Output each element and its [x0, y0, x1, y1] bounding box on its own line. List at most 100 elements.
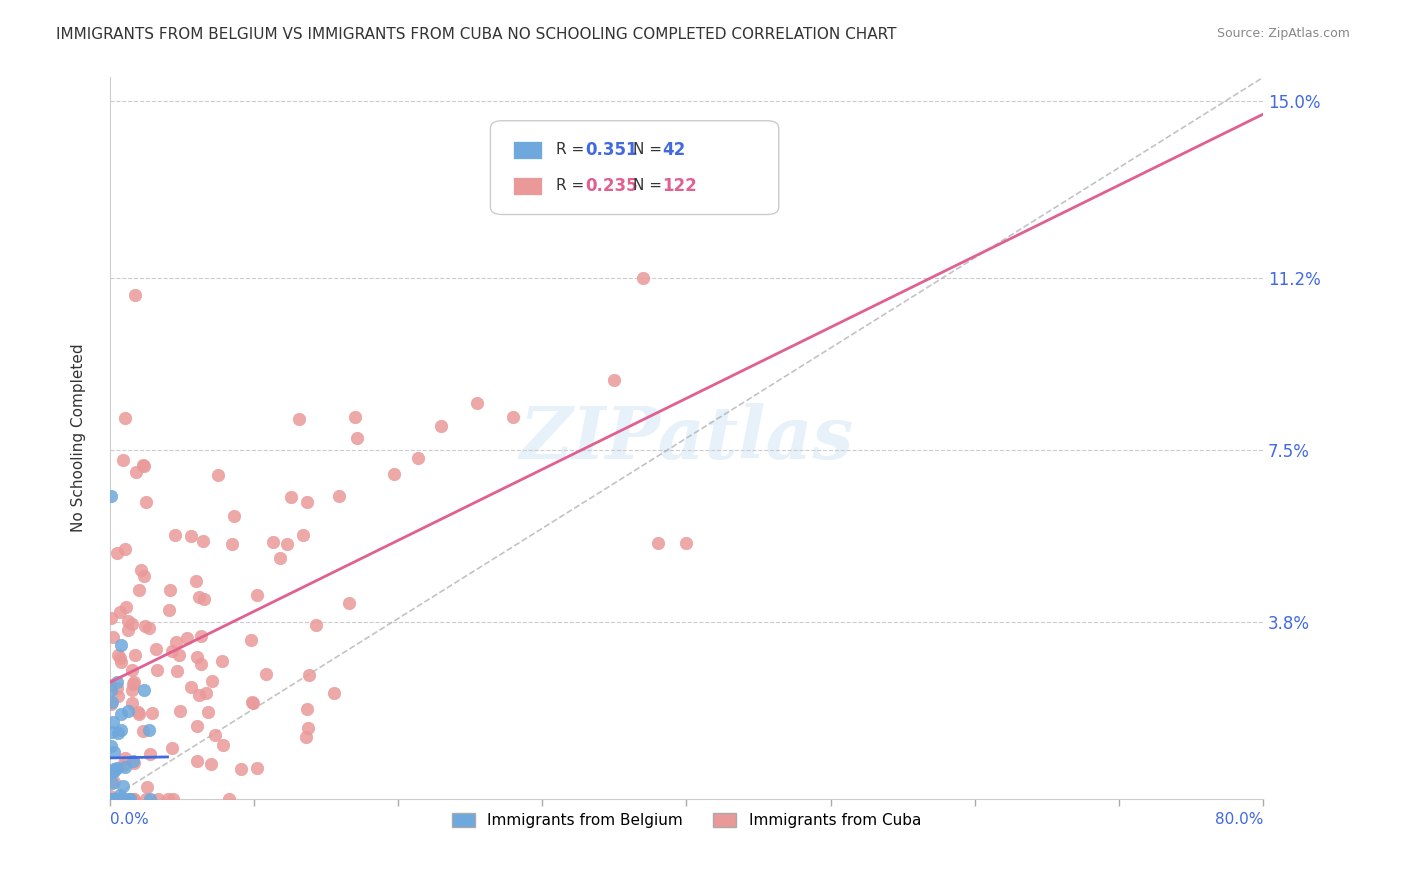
Point	[103, 764, 125, 779]
Point	[101, 792, 124, 806]
Point	[110, 638, 132, 652]
Point	[100, 697, 122, 711]
FancyBboxPatch shape	[513, 141, 543, 159]
Point	[160, 644, 183, 658]
Point	[631, 270, 654, 285]
Point	[343, 410, 366, 425]
Point	[186, 718, 208, 732]
Point	[120, 792, 142, 806]
Point	[122, 754, 145, 768]
Point	[100, 792, 122, 806]
Point	[201, 673, 224, 688]
Point	[145, 641, 167, 656]
Point	[112, 792, 135, 806]
Point	[187, 688, 209, 702]
Point	[98, 792, 121, 806]
Text: 0.0%: 0.0%	[110, 812, 149, 827]
Point	[108, 605, 131, 619]
Point	[135, 495, 157, 509]
Point	[110, 655, 132, 669]
Point	[103, 792, 125, 806]
Point	[127, 705, 149, 719]
Point	[346, 431, 368, 445]
Point	[191, 534, 214, 549]
Point	[101, 630, 124, 644]
Point	[100, 610, 122, 624]
Point	[105, 761, 128, 775]
Point	[100, 739, 122, 754]
Point	[430, 419, 453, 434]
Point	[276, 537, 298, 551]
Point	[328, 490, 350, 504]
Point	[246, 588, 269, 602]
Text: IMMIGRANTS FROM BELGIUM VS IMMIGRANTS FROM CUBA NO SCHOOLING COMPLETED CORRELATI: IMMIGRANTS FROM BELGIUM VS IMMIGRANTS FR…	[56, 27, 897, 42]
Point	[195, 686, 218, 700]
Point	[197, 705, 219, 719]
Text: 0.351: 0.351	[585, 141, 637, 159]
Y-axis label: No Schooling Completed: No Schooling Completed	[72, 343, 86, 533]
Point	[103, 762, 125, 776]
Point	[297, 721, 319, 735]
Point	[107, 648, 129, 662]
Text: Source: ZipAtlas.com: Source: ZipAtlas.com	[1216, 27, 1350, 40]
Point	[156, 792, 179, 806]
Point	[190, 657, 212, 671]
Point	[465, 396, 488, 410]
Text: N =: N =	[634, 142, 668, 157]
Point	[176, 631, 198, 645]
Point	[103, 775, 125, 789]
Point	[169, 704, 191, 718]
Point	[117, 623, 139, 637]
Point	[132, 458, 155, 472]
Point	[117, 704, 139, 718]
Point	[134, 619, 156, 633]
Point	[100, 792, 122, 806]
Point	[179, 529, 201, 543]
Point	[135, 792, 157, 806]
Point	[211, 654, 233, 668]
Point	[117, 615, 139, 629]
Point	[200, 757, 222, 772]
Point	[239, 632, 262, 647]
Point	[188, 591, 211, 605]
Point	[186, 754, 208, 768]
Point	[100, 789, 122, 803]
Point	[139, 792, 162, 806]
Point	[675, 536, 697, 550]
Point	[240, 695, 263, 709]
Point	[122, 675, 145, 690]
Point	[193, 591, 215, 606]
Point	[246, 761, 269, 775]
Point	[603, 373, 626, 387]
Point	[298, 667, 321, 681]
Point	[141, 706, 163, 721]
Point	[114, 410, 136, 425]
Point	[107, 725, 129, 739]
Point	[222, 508, 245, 523]
Point	[146, 792, 169, 806]
Point	[115, 599, 138, 614]
Point	[136, 780, 159, 794]
Point	[186, 650, 208, 665]
Point	[124, 465, 146, 479]
Point	[337, 596, 360, 610]
Point	[114, 760, 136, 774]
Point	[121, 617, 143, 632]
Legend: Immigrants from Belgium, Immigrants from Cuba: Immigrants from Belgium, Immigrants from…	[446, 807, 927, 835]
Point	[502, 410, 524, 425]
Point	[124, 648, 146, 662]
Text: R =: R =	[557, 178, 589, 194]
Point	[112, 779, 135, 793]
Point	[108, 792, 131, 806]
Point	[145, 663, 167, 677]
FancyBboxPatch shape	[513, 177, 543, 194]
Point	[101, 765, 124, 780]
FancyBboxPatch shape	[491, 120, 779, 214]
Point	[166, 664, 188, 678]
Point	[100, 792, 122, 806]
Point	[110, 792, 132, 806]
Point	[101, 776, 124, 790]
Point	[104, 792, 127, 806]
Point	[138, 723, 160, 737]
Point	[110, 707, 132, 722]
